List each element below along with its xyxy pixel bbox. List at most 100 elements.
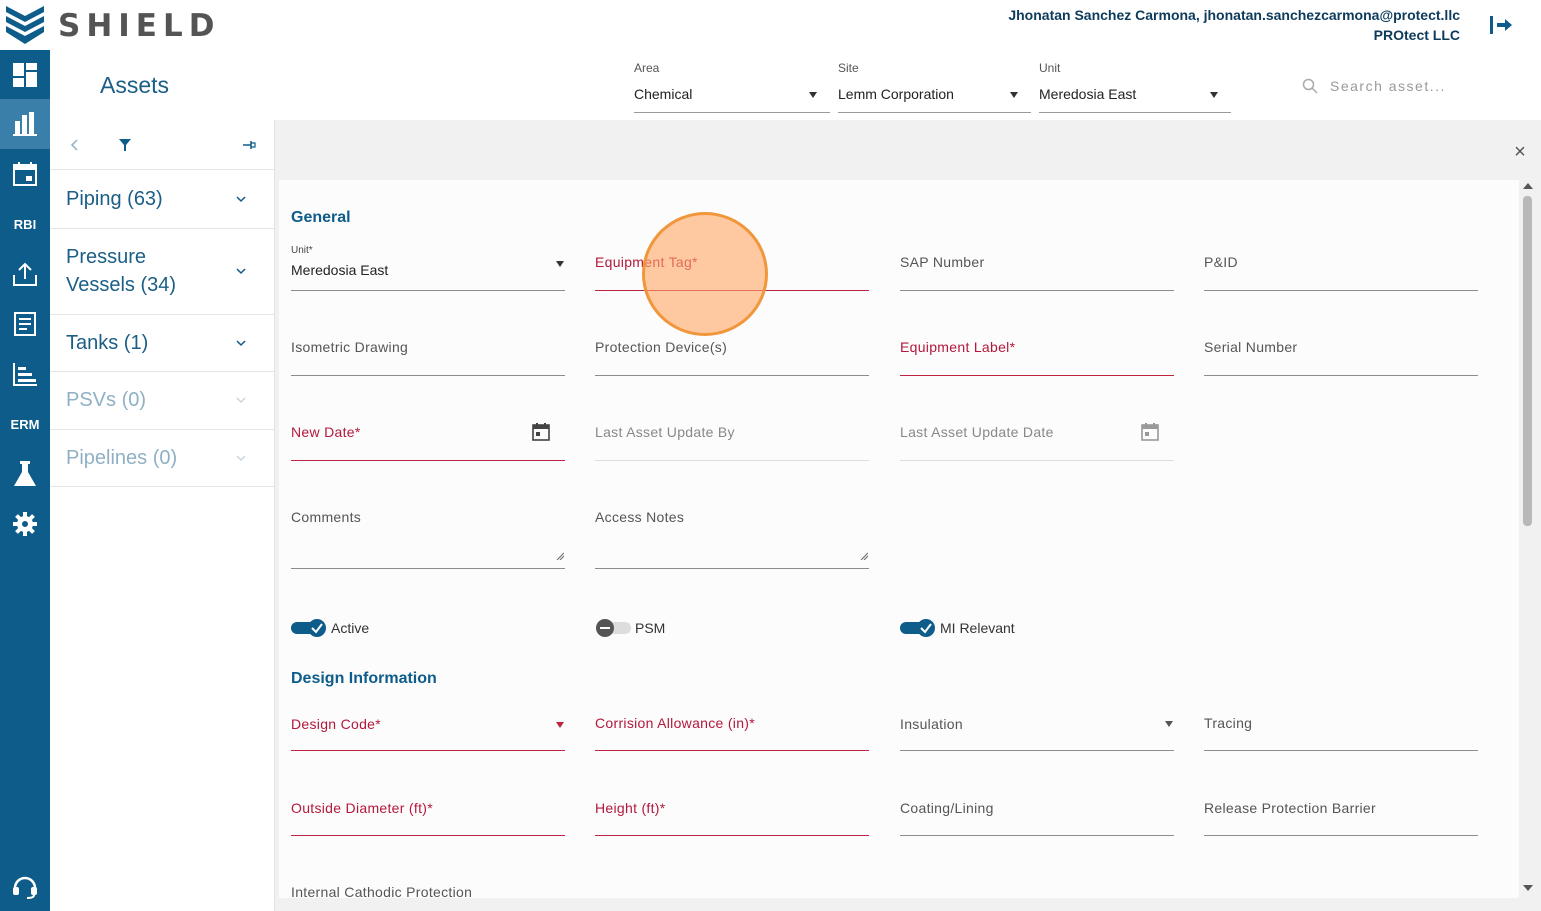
clip-row: Internal Cathodic Protection xyxy=(279,880,1519,898)
lab-flask-icon[interactable] xyxy=(0,449,50,499)
settings-gear-icon[interactable] xyxy=(0,499,50,549)
coating-lining-input[interactable]: Coating/Lining xyxy=(900,800,994,816)
active-toggle[interactable] xyxy=(291,619,327,637)
support-headset-icon[interactable] xyxy=(0,861,50,911)
protection-devices-input[interactable]: Protection Device(s) xyxy=(595,339,728,355)
calendar-icon[interactable] xyxy=(0,149,50,199)
release-protection-barrier-underline xyxy=(1204,835,1478,836)
unit-field-dropdown-icon[interactable] xyxy=(556,261,564,267)
chevron-down-icon[interactable] xyxy=(236,338,246,348)
sidebar-category-label: Tanks (1) xyxy=(66,332,149,354)
site-select-underline xyxy=(838,112,1031,113)
pid-input[interactable]: P&ID xyxy=(1204,254,1238,270)
comments-underline xyxy=(291,568,565,569)
close-icon[interactable]: × xyxy=(1514,141,1526,163)
area-select-underline xyxy=(634,112,830,113)
release-protection-barrier-input[interactable]: Release Protection Barrier xyxy=(1204,800,1376,816)
serial-number-input[interactable]: Serial Number xyxy=(1204,339,1298,355)
equipment-label-input[interactable]: Equipment Label* xyxy=(900,339,1016,355)
sidebar-toolbar xyxy=(50,120,275,170)
erm-nav-item[interactable]: ERM xyxy=(0,399,50,449)
unit-field-value[interactable]: Meredosia East xyxy=(291,262,389,278)
area-select-value[interactable]: Chemical xyxy=(634,86,693,102)
sidebar-category-label-line2: Vessels (34) xyxy=(66,274,177,296)
search-asset-input[interactable] xyxy=(1330,76,1510,96)
shield-logo-icon xyxy=(6,6,44,44)
logout-icon[interactable] xyxy=(1489,14,1513,36)
assets-icon[interactable] xyxy=(0,99,50,149)
comments-textarea[interactable]: Comments xyxy=(291,509,362,525)
chevron-down-icon[interactable] xyxy=(236,395,246,405)
access-notes-underline xyxy=(595,568,869,569)
pin-icon[interactable] xyxy=(242,139,256,151)
app-logo-text: SHIELD xyxy=(58,8,221,44)
sidebar-category-label: PSVs (0) xyxy=(66,389,147,411)
design-code-underline xyxy=(291,750,565,751)
sap-number-underline xyxy=(900,290,1174,291)
new-date-underline xyxy=(291,460,565,461)
sidebar-category-pipelines[interactable]: Pipelines (0) xyxy=(50,430,275,487)
corrosion-allowance-underline xyxy=(595,750,869,751)
scroll-up-arrow-icon[interactable] xyxy=(1523,183,1533,189)
sidebar-category-piping[interactable]: Piping (63) xyxy=(50,171,275,229)
sidebar-category-label-line1: Pressure xyxy=(66,246,147,268)
chart-icon[interactable] xyxy=(0,349,50,399)
sidebar-category-tanks[interactable]: Tanks (1) xyxy=(50,315,275,372)
mi-relevant-toggle[interactable] xyxy=(900,619,936,637)
unit-dropdown-arrow-icon[interactable] xyxy=(1210,92,1218,98)
report-icon[interactable] xyxy=(0,299,50,349)
asset-form-panel xyxy=(279,180,1519,898)
coating-lining-underline xyxy=(900,835,1174,836)
filter-icon[interactable] xyxy=(118,138,132,152)
tracing-underline xyxy=(1204,750,1478,751)
last-update-by-underline xyxy=(595,460,869,461)
height-input[interactable]: Height (ft)* xyxy=(595,800,666,816)
last-update-date-underline xyxy=(900,460,1174,461)
sidebar-category-label: Piping (63) xyxy=(66,188,163,210)
sap-number-input[interactable]: SAP Number xyxy=(900,254,985,270)
pid-underline xyxy=(1204,290,1478,291)
search-icon xyxy=(1302,78,1318,94)
resize-grip-icon[interactable] xyxy=(556,552,564,560)
area-dropdown-arrow-icon[interactable] xyxy=(809,92,817,98)
insulation-select[interactable]: Insulation xyxy=(900,716,963,732)
last-update-date-field: Last Asset Update Date xyxy=(900,424,1054,440)
sidebar-category-pressure-vessels[interactable]: Pressure Vessels (34) xyxy=(50,229,275,315)
chevron-down-icon[interactable] xyxy=(236,266,246,276)
site-select-value[interactable]: Lemm Corporation xyxy=(838,86,954,102)
asset-category-sidebar xyxy=(50,120,275,911)
chevron-down-icon[interactable] xyxy=(236,194,246,204)
insulation-dropdown-icon[interactable] xyxy=(1165,721,1173,727)
unit-select-underline xyxy=(1039,112,1231,113)
outside-diameter-input[interactable]: Outside Diameter (ft)* xyxy=(291,800,433,816)
page-title: Assets xyxy=(100,72,170,98)
isometric-drawing-input[interactable]: Isometric Drawing xyxy=(291,339,409,355)
upload-icon[interactable] xyxy=(0,249,50,299)
chevron-down-icon[interactable] xyxy=(236,453,246,463)
design-code-dropdown-icon[interactable] xyxy=(556,722,564,728)
sidebar-category-label: Pipelines (0) xyxy=(66,447,178,469)
psm-toggle[interactable] xyxy=(595,619,631,637)
user-name-email: Jhonatan Sanchez Carmona, jhonatan.sanch… xyxy=(1008,7,1460,23)
site-dropdown-arrow-icon[interactable] xyxy=(1010,92,1018,98)
sidebar-category-psvs[interactable]: PSVs (0) xyxy=(50,372,275,430)
outside-diameter-underline xyxy=(291,835,565,836)
resize-grip-icon[interactable] xyxy=(860,552,868,560)
scroll-down-arrow-icon[interactable] xyxy=(1523,885,1533,891)
dashboard-icon[interactable] xyxy=(0,50,50,100)
unit-select-value[interactable]: Meredosia East xyxy=(1039,86,1137,102)
insulation-underline xyxy=(900,750,1174,751)
new-date-input[interactable]: New Date* xyxy=(291,424,361,440)
access-notes-textarea[interactable]: Access Notes xyxy=(595,509,685,525)
collapse-left-chevron-icon[interactable] xyxy=(70,139,80,151)
rbi-nav-item[interactable]: RBI xyxy=(0,199,50,249)
calendar-icon[interactable] xyxy=(531,422,551,442)
tracing-input[interactable]: Tracing xyxy=(1204,715,1253,731)
design-code-select[interactable]: Design Code* xyxy=(291,716,381,732)
corrosion-allowance-input[interactable]: Corrision Allowance (in)* xyxy=(595,715,756,731)
last-update-by-field: Last Asset Update By xyxy=(595,424,735,440)
internal-cathodic-protection-input[interactable]: Internal Cathodic Protection xyxy=(291,884,473,898)
mi-relevant-toggle-label: MI Relevant xyxy=(940,620,1015,636)
scrollbar-thumb[interactable] xyxy=(1523,196,1532,526)
erm-label: ERM xyxy=(10,416,40,432)
